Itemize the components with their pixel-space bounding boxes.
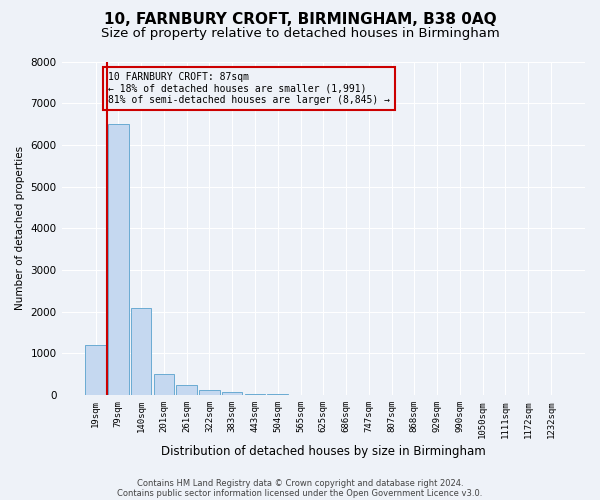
Bar: [199, 390, 220, 395]
Bar: [176, 386, 197, 395]
Bar: [268, 394, 288, 395]
Text: 10, FARNBURY CROFT, BIRMINGHAM, B38 0AQ: 10, FARNBURY CROFT, BIRMINGHAM, B38 0AQ: [104, 12, 496, 28]
Bar: [154, 374, 174, 395]
Text: Size of property relative to detached houses in Birmingham: Size of property relative to detached ho…: [101, 28, 499, 40]
X-axis label: Distribution of detached houses by size in Birmingham: Distribution of detached houses by size …: [161, 444, 485, 458]
Bar: [245, 394, 265, 395]
Y-axis label: Number of detached properties: Number of detached properties: [15, 146, 25, 310]
Text: Contains HM Land Registry data © Crown copyright and database right 2024.: Contains HM Land Registry data © Crown c…: [137, 478, 463, 488]
Bar: [131, 308, 151, 395]
Bar: [222, 392, 242, 395]
Bar: [108, 124, 128, 395]
Text: Contains public sector information licensed under the Open Government Licence v3: Contains public sector information licen…: [118, 488, 482, 498]
Bar: [85, 345, 106, 395]
Text: 10 FARNBURY CROFT: 87sqm
← 18% of detached houses are smaller (1,991)
81% of sem: 10 FARNBURY CROFT: 87sqm ← 18% of detach…: [108, 72, 390, 105]
